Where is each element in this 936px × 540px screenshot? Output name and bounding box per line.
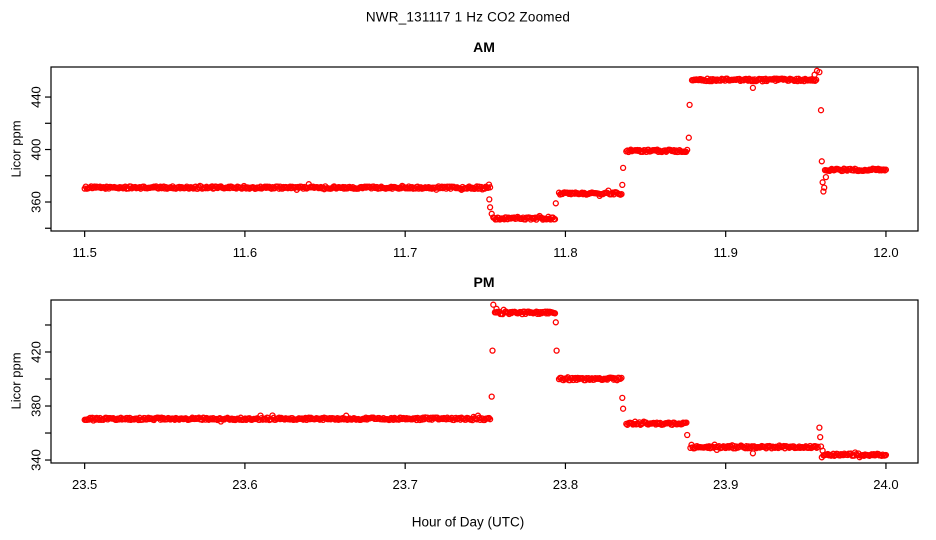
outlier-point bbox=[818, 158, 825, 165]
x-tick-label: 11.7 bbox=[393, 245, 417, 260]
data-point bbox=[617, 375, 624, 382]
data-point bbox=[683, 419, 690, 426]
outlier-point bbox=[817, 107, 825, 114]
outlier-point bbox=[619, 394, 626, 402]
x-tick-label: 11.9 bbox=[714, 245, 738, 260]
data-point bbox=[618, 190, 625, 198]
y-tick-label: 420 bbox=[29, 341, 44, 363]
x-tick-label: 23.6 bbox=[232, 477, 257, 492]
x-tick-label: 12.0 bbox=[873, 245, 898, 260]
outlier-point bbox=[619, 181, 626, 189]
data-points bbox=[81, 67, 890, 223]
outlier-point bbox=[553, 347, 560, 354]
outlier-point bbox=[490, 301, 497, 308]
data-point bbox=[684, 146, 691, 154]
plot-box bbox=[50, 66, 919, 232]
y-tick-label: 440 bbox=[29, 86, 44, 108]
outlier-point bbox=[552, 200, 559, 207]
outlier-point bbox=[684, 431, 691, 439]
outlier-point bbox=[816, 424, 823, 431]
y-tick-label: 340 bbox=[29, 449, 44, 471]
x-tick-label: 23.8 bbox=[553, 477, 578, 492]
data-point bbox=[811, 77, 819, 84]
outlier-point bbox=[489, 347, 496, 354]
data-point bbox=[882, 451, 890, 459]
outlier-point bbox=[818, 454, 825, 461]
am-panel-title: AM bbox=[473, 39, 495, 55]
outlier-point bbox=[619, 164, 627, 172]
data-points bbox=[81, 301, 890, 461]
pm-panel-title: PM bbox=[473, 274, 495, 290]
outlier-point bbox=[822, 173, 830, 181]
x-tick-label: 11.8 bbox=[553, 245, 577, 260]
data-point bbox=[616, 374, 623, 382]
x-tick-label: 23.7 bbox=[393, 477, 418, 492]
x-tick-label: 11.5 bbox=[72, 245, 96, 260]
x-tick-label: 24.0 bbox=[873, 477, 898, 492]
outlier-point bbox=[488, 393, 495, 400]
outlier-point bbox=[552, 319, 559, 326]
outlier-point bbox=[817, 433, 824, 441]
data-point bbox=[618, 374, 625, 382]
y-tick-label: 380 bbox=[29, 395, 44, 417]
x-tick-label: 11.6 bbox=[233, 245, 257, 260]
outlier-point bbox=[619, 405, 627, 412]
data-point bbox=[814, 443, 821, 450]
data-point bbox=[882, 166, 890, 173]
y-tick-label: 360 bbox=[29, 191, 44, 213]
pm-panel: 23.5 23.6 23.7 23.8 23.9 24.0 340 380 420 bbox=[29, 299, 919, 492]
outlier-point bbox=[486, 196, 493, 203]
outlier-point bbox=[820, 188, 827, 195]
data-point bbox=[486, 184, 494, 191]
outlier-point bbox=[749, 450, 757, 457]
x-tick-label: 23.9 bbox=[713, 477, 738, 492]
data-point bbox=[485, 414, 493, 422]
data-point bbox=[551, 310, 559, 317]
data-point bbox=[880, 166, 887, 173]
data-point bbox=[809, 77, 817, 84]
data-point bbox=[551, 216, 559, 223]
x-tick-label: 23.5 bbox=[72, 477, 97, 492]
outlier-point bbox=[493, 305, 500, 312]
outlier-point bbox=[816, 68, 823, 76]
outlier-point bbox=[488, 210, 495, 217]
figure-title: NWR_131117 1 Hz CO2 Zoomed bbox=[365, 9, 571, 25]
outlier-point bbox=[486, 204, 494, 211]
outlier-point bbox=[819, 179, 826, 186]
y-tick-label: 400 bbox=[29, 139, 44, 161]
am-panel: 11.5 11.6 11.7 11.8 11.9 12.0 360 400 440 bbox=[29, 66, 919, 260]
outlier-point bbox=[685, 134, 692, 141]
outlier-point bbox=[749, 84, 757, 92]
outlier-point bbox=[821, 184, 828, 191]
outlier-point bbox=[819, 447, 826, 454]
x-axis-label: Hour of Day (UTC) bbox=[411, 514, 525, 530]
data-point bbox=[486, 416, 494, 423]
outlier-point bbox=[686, 101, 693, 109]
plot-box bbox=[50, 299, 919, 464]
